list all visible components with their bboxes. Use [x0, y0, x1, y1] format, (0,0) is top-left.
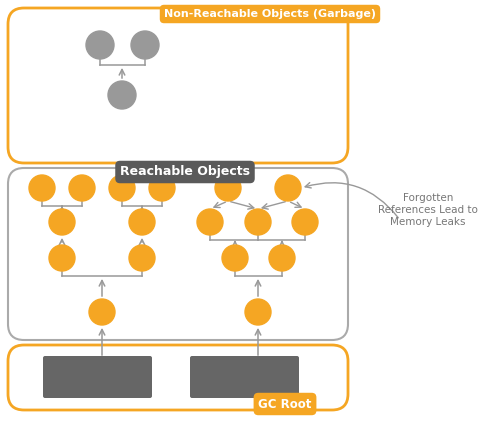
Circle shape — [291, 209, 318, 235]
Circle shape — [274, 175, 301, 201]
Circle shape — [69, 175, 95, 201]
Circle shape — [197, 209, 223, 235]
Text: GC Root: GC Root — [258, 398, 311, 411]
Circle shape — [214, 175, 241, 201]
Text: Forgotten
References Lead to
Memory Leaks: Forgotten References Lead to Memory Leak… — [378, 193, 477, 227]
Circle shape — [149, 175, 175, 201]
Text: Non-Reachable Objects (Garbage): Non-Reachable Objects (Garbage) — [164, 9, 375, 19]
Circle shape — [129, 245, 155, 271]
Text: Reachable Objects: Reachable Objects — [120, 165, 249, 179]
Circle shape — [49, 209, 75, 235]
Circle shape — [244, 209, 271, 235]
Circle shape — [222, 245, 247, 271]
Circle shape — [129, 209, 155, 235]
Circle shape — [109, 175, 135, 201]
Circle shape — [269, 245, 294, 271]
Circle shape — [29, 175, 55, 201]
FancyBboxPatch shape — [43, 356, 151, 398]
Circle shape — [131, 31, 159, 59]
Circle shape — [49, 245, 75, 271]
Circle shape — [108, 81, 136, 109]
FancyBboxPatch shape — [8, 345, 348, 410]
FancyBboxPatch shape — [190, 356, 298, 398]
FancyBboxPatch shape — [8, 8, 348, 163]
Circle shape — [244, 299, 271, 325]
Circle shape — [89, 299, 115, 325]
Circle shape — [86, 31, 114, 59]
FancyBboxPatch shape — [8, 168, 348, 340]
